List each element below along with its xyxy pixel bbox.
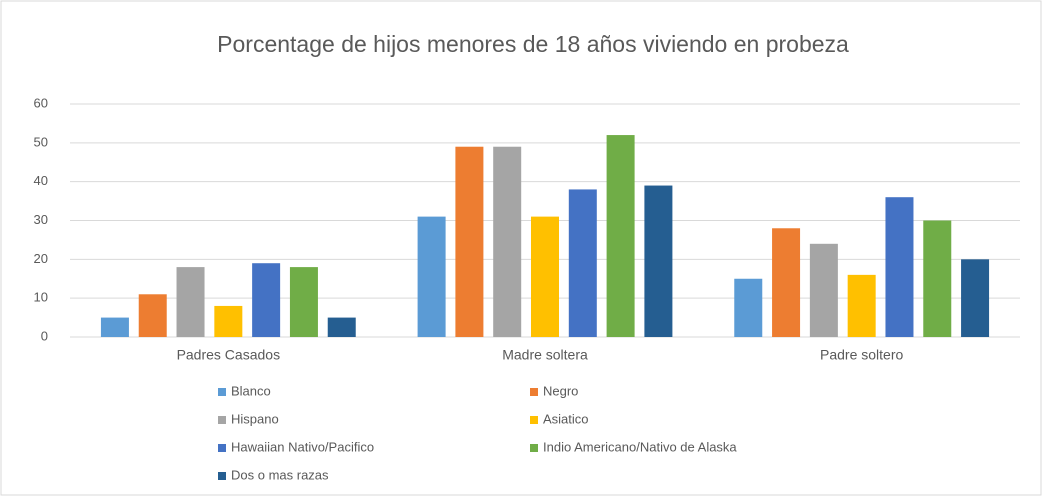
bar bbox=[138, 294, 167, 337]
bar bbox=[734, 278, 763, 337]
y-tick-label: 40 bbox=[34, 173, 48, 188]
bar bbox=[847, 274, 876, 337]
bar bbox=[455, 146, 484, 337]
bar bbox=[568, 189, 597, 337]
legend-label: Dos o mas razas bbox=[231, 467, 329, 482]
legend-swatch bbox=[530, 444, 538, 452]
bar bbox=[606, 135, 635, 337]
bar bbox=[214, 305, 243, 337]
bar bbox=[417, 216, 446, 337]
bar bbox=[100, 317, 129, 337]
legend-label: Hispano bbox=[231, 411, 279, 426]
bar bbox=[493, 146, 522, 337]
bar bbox=[252, 263, 281, 337]
x-tick-label: Padres Casados bbox=[177, 347, 281, 363]
bar bbox=[289, 267, 318, 337]
y-tick-label: 30 bbox=[34, 212, 48, 227]
y-tick-label: 0 bbox=[41, 328, 48, 343]
x-tick-label: Padre soltero bbox=[820, 347, 903, 363]
bar bbox=[531, 216, 559, 337]
legend-label: Hawaiian Nativo/Pacifico bbox=[231, 439, 374, 454]
legend-swatch bbox=[218, 472, 226, 480]
x-tick-label: Madre soltera bbox=[502, 347, 588, 363]
bar bbox=[327, 317, 356, 337]
legend-label: Asiatico bbox=[543, 411, 589, 426]
y-tick-label: 60 bbox=[34, 95, 48, 110]
bar bbox=[809, 243, 838, 337]
chart-title: Porcentage de hijos menores de 18 años v… bbox=[217, 31, 849, 57]
bar bbox=[923, 220, 952, 337]
legend-swatch bbox=[218, 388, 226, 396]
legend-swatch bbox=[218, 416, 226, 424]
bar bbox=[176, 267, 205, 337]
legend-label: Blanco bbox=[231, 383, 271, 398]
bar bbox=[961, 259, 990, 337]
y-tick-label: 20 bbox=[34, 251, 48, 266]
bar bbox=[772, 228, 801, 337]
y-tick-label: 10 bbox=[34, 290, 48, 305]
legend-swatch bbox=[530, 388, 538, 396]
bar bbox=[644, 185, 673, 337]
bar bbox=[885, 197, 914, 337]
legend-label: Negro bbox=[543, 383, 578, 398]
legend-swatch bbox=[218, 444, 226, 452]
legend-swatch bbox=[530, 416, 538, 424]
y-tick-label: 50 bbox=[34, 134, 48, 149]
legend-label: Indio Americano/Nativo de Alaska bbox=[543, 439, 737, 454]
